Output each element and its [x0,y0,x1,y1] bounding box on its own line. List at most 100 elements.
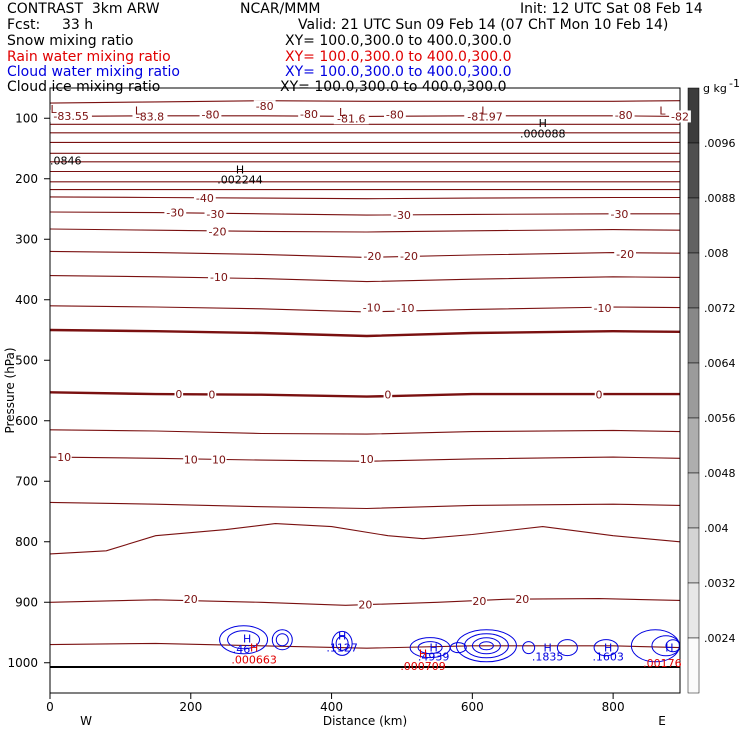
colorbar-tick-label: .008 [704,247,729,260]
contour-label: -80 [300,108,318,121]
ice-max-label: .002244 [217,173,263,186]
rain-water-max-label: .000709 [400,660,446,673]
contour-label: 20 [472,595,486,608]
temperature-low-label: L [659,104,666,117]
cloud-water-contour [271,629,293,651]
plot-frame-box [49,87,681,694]
y-tick-label: 100 [15,111,38,125]
contour-label-bg [206,225,229,238]
contour-label-bg [359,452,375,465]
field-rain-name: Rain water mixing ratio [7,49,171,65]
colorbar-tick-label: .0064 [704,357,736,370]
colorbar-segment [687,527,700,584]
colorbar-segment [687,197,700,254]
temperature-low-label: L [481,104,488,117]
contour-label: -80 [615,109,633,122]
contour-label: -80 [202,109,220,122]
cloud-water-contour [417,641,443,655]
contour-label-bg [193,192,216,205]
x-axis-title: Distance (km) [323,714,407,728]
contour-label: 10 [212,453,226,466]
cloud-water-contour [455,629,517,663]
temperature-low-label: L [339,106,346,119]
cloud-water-max-label: H [243,633,251,646]
fcst-label: Fcst: [7,17,41,33]
temperature-contour-line [49,211,680,216]
colorbar-units-exponent: -1 [729,77,740,90]
contour-label: 10 [360,453,374,466]
cloud-water-contour [463,633,509,659]
cloud-water-contour [630,629,680,663]
colorbar: .0096 .0088 .008 .0072 .0064 .0056 .0048 .004 .0… [687,77,740,694]
temperature-contour-line [49,523,681,555]
colorbar-units: g kg [703,82,727,95]
cloud-water-max-label: .4939 [418,651,450,664]
contour-label-bg [174,388,184,401]
contour-label-bg [608,207,631,220]
contour-label-bg [594,388,604,401]
contour-label: -80 [256,100,274,113]
contour-label: -81.6 [337,112,365,125]
contour-label: -83.8 [136,110,164,123]
contour-label-bg [612,109,635,122]
cloud-water-max-label: H [338,630,346,643]
cloud-water-max-label: .46 [233,643,251,656]
cloud-water-contour [331,630,353,656]
contour-label-bg [56,451,72,464]
contour-label-bg [384,108,406,121]
contour-label: -30 [610,208,628,221]
contour-label-bg [514,593,530,606]
x-tick-label: 800 [602,700,625,714]
contour-label-bg [199,108,222,121]
ice-max-label: .0846 [50,155,82,168]
contour-label: 20 [184,593,198,606]
temperature-contours [49,100,681,649]
contour-label: -81.97 [467,110,502,123]
colorbar-tick-label: .0024 [704,632,736,645]
temperature-contour-line [49,501,681,510]
colorbar-segment [687,252,700,309]
colorbar-tick-label: .0048 [704,467,736,480]
contour-label: 20 [358,599,372,612]
contour-label: -30 [393,209,411,222]
y-tick-label: 500 [15,353,38,367]
contour-label-bg [207,388,217,401]
contour-label-bg [591,302,614,315]
field-ice-xy: XY= 100.0,300.0 to 400.0,300.0 [280,79,507,95]
contour-label-bg [183,453,199,466]
contour-label-bg [164,206,187,219]
cloud-water-contour [335,635,349,651]
contour-label-bg [464,110,506,123]
contour-label-bg [614,247,636,260]
contour-label: 10 [184,453,198,466]
west-label: W [80,714,92,728]
temperature-low-label: L [50,103,57,116]
contour-label-bg [132,110,168,123]
field-snow-name: Snow mixing ratio [7,33,134,49]
colorbar-segment [687,362,700,419]
x-tick-label: 400 [320,700,343,714]
colorbar-tick-label: .0088 [704,192,736,205]
cloud-water-contour [449,642,467,654]
temperature-contour-line [49,429,681,435]
contour-label: -82 [671,110,689,123]
contour-label: 0 [208,389,215,402]
contour-label: 0 [384,389,391,402]
title-center: NCAR/MMM [240,1,321,17]
contour-label: -20 [400,250,418,263]
rain-water-max-label: .000663 [231,654,277,667]
plot-frame [49,87,681,694]
cloud-water-max-label: .1835 [532,651,564,664]
y-tick-label: 400 [15,293,38,307]
contour-labels: -80 -80 -80 -80 -80 -83.55 -83.8 -81.6 -81.97 -82… [50,100,691,612]
rain-water-max-label: H [250,642,258,655]
contour-label-bg [208,270,230,283]
colorbar-segment [687,637,700,694]
valid-time: Valid: 21 UTC Sun 09 Feb 14 (07 ChT Mon … [298,17,669,33]
contour-label-bg [357,598,373,611]
temperature-contour-line [49,275,681,283]
temperature-contour-line [49,228,681,233]
colorbar-segment [687,472,700,529]
